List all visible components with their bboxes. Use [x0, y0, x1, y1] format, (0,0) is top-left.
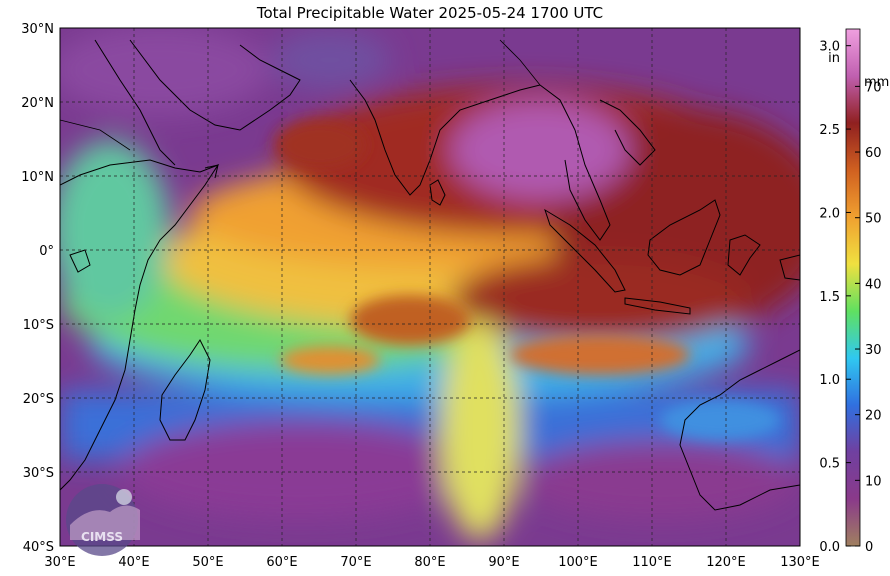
lat-label: 30°S	[23, 466, 54, 481]
longitude-labels: 30°E 40°E 50°E 60°E 70°E 80°E 90°E 100°E 110°E 12…	[44, 555, 819, 570]
in-tick-label: 3.0	[819, 40, 840, 55]
lon-label: 90°E	[488, 555, 519, 570]
lat-label: 30°N	[21, 22, 54, 37]
lat-label: 40°S	[23, 540, 54, 555]
in-tick-label: 0.0	[819, 540, 840, 555]
lat-label: 0°	[39, 244, 54, 259]
lon-label: 60°E	[266, 555, 297, 570]
mm-tick-label: 30	[865, 343, 882, 358]
mm-tick-label: 10	[865, 474, 882, 489]
latitude-labels: 30°N 20°N 10°N 0° 10°S 20°S 30°S 40°S	[21, 22, 54, 555]
water-vapor-field	[60, 28, 800, 546]
unit-mm: mm	[864, 75, 889, 90]
in-tick-label: 1.0	[819, 373, 840, 388]
lon-label: 120°E	[706, 555, 746, 570]
colorbar-inch-ticks: 0.0 0.5 1.0 1.5 2.0 2.5 3.0	[819, 40, 851, 555]
cimss-logo: CIMSS	[66, 484, 140, 556]
lat-label: 10°N	[21, 170, 54, 185]
lon-label: 30°E	[44, 555, 75, 570]
mm-tick-label: 40	[865, 277, 882, 292]
mm-tick-label: 60	[865, 146, 882, 161]
coastlines	[60, 39, 800, 511]
mm-tick-label: 0	[865, 540, 873, 555]
colorbar: 0.0 0.5 1.0 1.5 2.0 2.5 3.0 0 10 20 30 40 50 60 70 in…	[819, 28, 889, 555]
in-tick-label: 1.5	[819, 290, 840, 305]
lon-label: 110°E	[632, 555, 672, 570]
lon-label: 130°E	[780, 555, 820, 570]
mm-tick-label: 50	[865, 212, 882, 227]
lat-label: 20°N	[21, 96, 54, 111]
in-tick-label: 2.0	[819, 206, 840, 221]
in-tick-label: 0.5	[819, 457, 840, 472]
map-title: Total Precipitable Water 2025-05-24 1700…	[256, 4, 604, 22]
in-tick-label: 2.5	[819, 123, 840, 138]
lon-label: 80°E	[414, 555, 445, 570]
mm-tick-label: 70	[865, 80, 882, 95]
unit-in: in	[828, 51, 840, 66]
lat-label: 10°S	[23, 318, 54, 333]
lon-label: 40°E	[118, 555, 149, 570]
lat-label: 20°S	[23, 392, 54, 407]
lon-label: 70°E	[340, 555, 371, 570]
colorbar-mm-ticks: 0 10 20 30 40 50 60 70	[855, 80, 882, 555]
mm-tick-label: 20	[865, 409, 882, 424]
lon-label: 50°E	[192, 555, 223, 570]
lat-lon-grid	[60, 28, 800, 546]
logo-text: CIMSS	[81, 530, 123, 544]
lon-label: 100°E	[558, 555, 598, 570]
colorbar-scale	[845, 28, 861, 547]
map-frame	[59, 27, 801, 547]
